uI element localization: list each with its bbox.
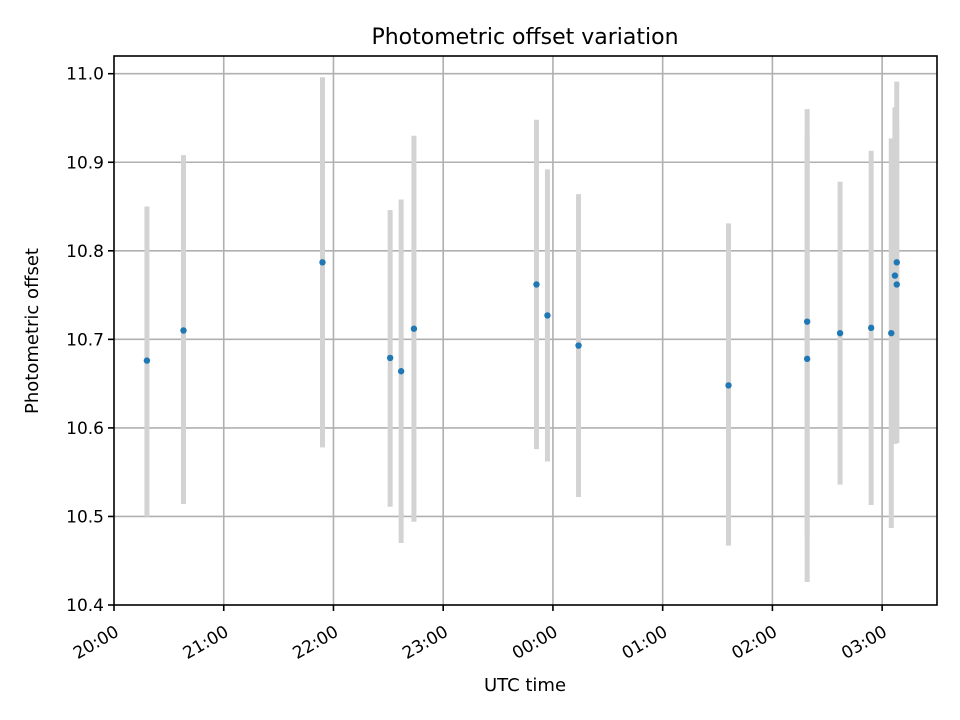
tick-layer: 20:00 21:00 22:00 23:00 00:00 01:00 02:00 03:00… [66, 65, 890, 664]
x-axis-label: UTC time [484, 675, 566, 696]
data-point [803, 355, 811, 363]
y-tick-label: 10.8 [66, 242, 104, 262]
data-point [397, 368, 405, 375]
data-point [410, 325, 418, 332]
data-point [143, 357, 151, 364]
y-tick-label: 10.4 [66, 596, 104, 616]
data-point [888, 329, 895, 337]
y-tick-label: 10.9 [66, 153, 104, 173]
y-tick-label: 10.6 [66, 419, 104, 439]
data-point [319, 259, 326, 266]
x-tick-label: 20:00 [70, 622, 122, 664]
grid-layer [114, 56, 937, 605]
x-tick-label: 22:00 [290, 622, 342, 664]
y-tick-label: 10.7 [66, 330, 104, 350]
data-point [893, 259, 900, 266]
data-point [803, 318, 811, 325]
y-tick-label: 11.0 [66, 65, 104, 85]
data-point [575, 342, 582, 349]
data-point [180, 327, 187, 334]
x-tick-label: 23:00 [399, 622, 451, 664]
data-point [893, 281, 900, 288]
x-tick-label: 03:00 [838, 622, 890, 664]
chart-title: Photometric offset variation [371, 25, 678, 50]
point-layer [143, 259, 900, 389]
y-axis-label: Photometric offset [22, 248, 43, 414]
x-tick-label: 00:00 [509, 622, 561, 664]
x-tick-label: 21:00 [180, 622, 232, 664]
data-point [836, 329, 844, 337]
plot-frame [113, 55, 938, 606]
x-tick-label: 01:00 [619, 622, 671, 664]
data-point [544, 312, 551, 319]
data-point [533, 281, 540, 288]
y-tick-label: 10.5 [66, 507, 104, 527]
x-tick-label: 02:00 [728, 622, 780, 664]
data-point [867, 324, 875, 332]
data-point [891, 272, 899, 279]
data-point [725, 382, 732, 389]
errorbar-layer [144, 77, 900, 582]
data-point [386, 354, 394, 362]
